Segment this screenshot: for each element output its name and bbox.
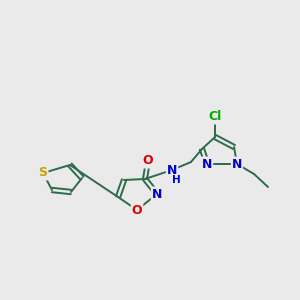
Text: O: O: [143, 154, 153, 167]
Text: N: N: [152, 188, 162, 200]
Text: Cl: Cl: [208, 110, 222, 124]
Text: H: H: [172, 175, 180, 185]
Text: S: S: [38, 167, 47, 179]
Text: N: N: [232, 158, 242, 170]
Text: N: N: [202, 158, 212, 170]
Text: N: N: [167, 164, 177, 176]
Text: O: O: [132, 203, 142, 217]
